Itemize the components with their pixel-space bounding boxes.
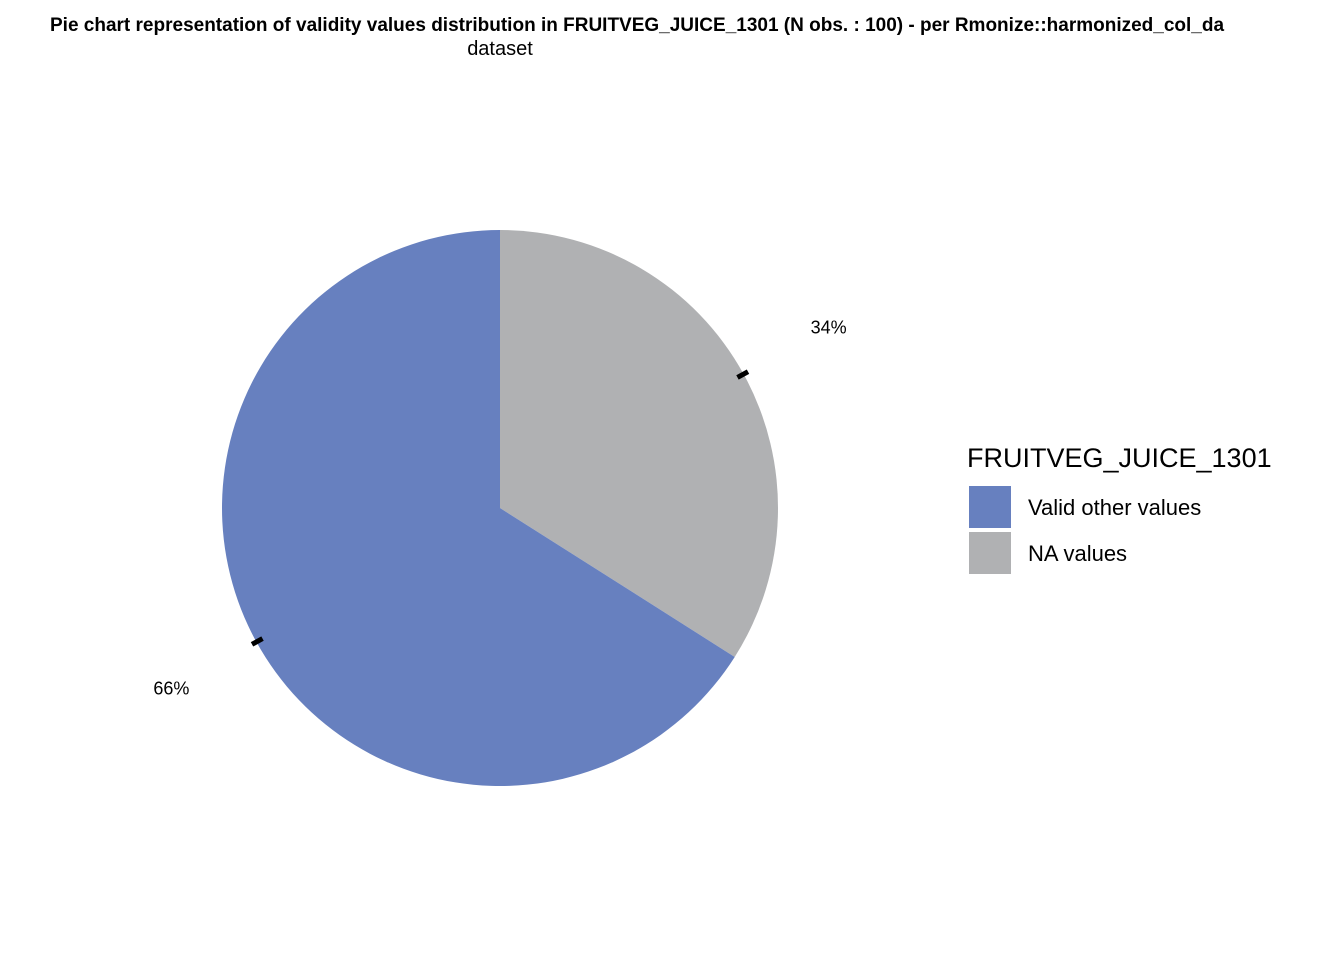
pie-slice-valid-other-values <box>221 230 735 787</box>
data-label-na-values: 34% <box>811 317 847 337</box>
pie-slices <box>221 230 778 787</box>
data-label-valid-other-values: 66% <box>153 679 189 699</box>
legend-title: FRUITVEG_JUICE_1301 <box>967 443 1272 473</box>
legend-label-na-values: NA values <box>1028 541 1127 566</box>
legend-swatch-na-values <box>969 532 1011 574</box>
legend: FRUITVEG_JUICE_1301 Valid other values NA… <box>967 443 1272 574</box>
pie-data-labels: 34% 66% <box>153 317 846 698</box>
legend-items: Valid other values NA values <box>969 486 1201 574</box>
chart-subtitle: dataset <box>467 38 533 60</box>
pie-tick-valid-other-values <box>250 636 264 647</box>
pie-tick-na-values <box>736 369 750 380</box>
chart-title: Pie chart representation of validity val… <box>50 15 1224 36</box>
legend-swatch-valid-other-values <box>969 486 1011 528</box>
legend-label-valid-other-values: Valid other values <box>1028 495 1201 520</box>
pie-slice-na-values <box>500 230 778 657</box>
pie-ticks <box>250 369 750 647</box>
